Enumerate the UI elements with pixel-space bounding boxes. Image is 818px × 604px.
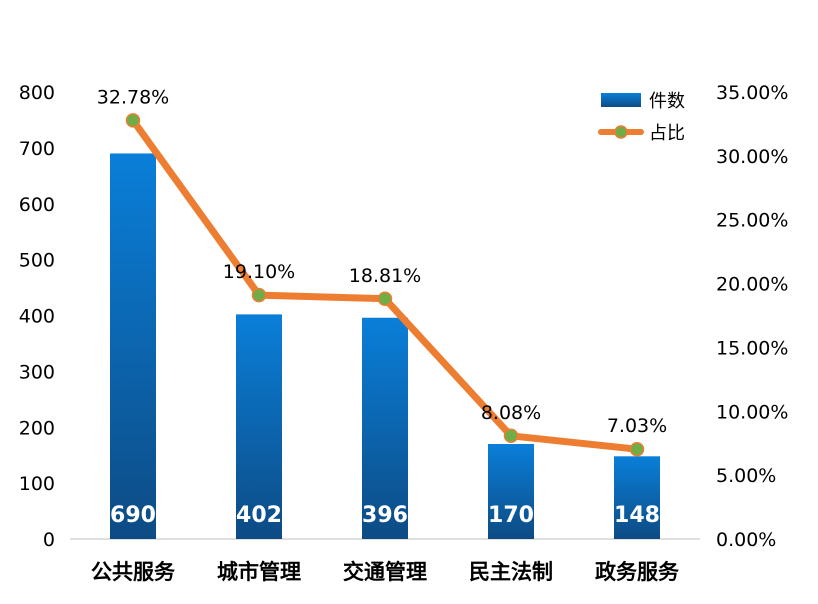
left-tick-label: 700 xyxy=(19,138,55,160)
point-labels: 32.78% 19.10% 18.81% 8.08% 7.03% xyxy=(97,86,667,437)
right-axis: 0.00% 5.00% 10.00% 15.00% 20.00% 25.00% 30.00%… xyxy=(716,82,788,551)
right-tick-label: 35.00% xyxy=(716,82,788,104)
category-label: 交通管理 xyxy=(343,560,427,584)
line-point xyxy=(629,441,645,457)
bar xyxy=(236,314,282,539)
bar-value-label: 396 xyxy=(362,503,408,528)
bar-value-label: 148 xyxy=(614,503,660,528)
bar xyxy=(110,153,156,539)
right-tick-label: 20.00% xyxy=(716,274,788,296)
point-value-label: 7.03% xyxy=(607,415,667,437)
bar-series xyxy=(110,153,660,539)
line-point xyxy=(251,287,267,303)
point-value-label: 19.10% xyxy=(223,261,295,283)
line-point xyxy=(503,428,519,444)
left-tick-label: 200 xyxy=(19,417,55,439)
right-tick-label: 5.00% xyxy=(716,465,776,487)
line-series xyxy=(125,113,645,457)
line-point xyxy=(377,291,393,307)
left-tick-label: 300 xyxy=(19,361,55,383)
category-label: 城市管理 xyxy=(217,560,301,584)
legend-line-label: 占比 xyxy=(649,123,685,144)
bar-value-label: 690 xyxy=(110,503,156,528)
right-tick-label: 10.00% xyxy=(716,401,788,423)
left-tick-label: 0 xyxy=(43,529,55,551)
right-tick-label: 15.00% xyxy=(716,337,788,359)
left-tick-label: 100 xyxy=(19,473,55,495)
right-tick-label: 25.00% xyxy=(716,210,788,232)
category-labels: 公共服务 城市管理 交通管理 民主法制 政务服务 xyxy=(91,560,680,584)
bar xyxy=(488,444,534,539)
legend-line-marker xyxy=(614,125,628,139)
bar-value-label: 402 xyxy=(236,503,282,528)
left-tick-label: 400 xyxy=(19,306,55,328)
category-label: 政务服务 xyxy=(595,560,680,584)
category-label: 民主法制 xyxy=(469,560,553,584)
bar xyxy=(614,456,660,539)
line-point xyxy=(125,113,141,128)
point-value-label: 18.81% xyxy=(349,265,421,287)
point-value-label: 32.78% xyxy=(97,86,169,108)
left-axis: 0 100 200 300 400 500 600 700 800 xyxy=(19,82,55,551)
left-tick-label: 800 xyxy=(19,82,55,104)
right-tick-label: 0.00% xyxy=(716,529,776,551)
legend: 件数 占比 xyxy=(598,91,685,144)
right-tick-label: 30.00% xyxy=(716,146,788,168)
legend-bar-label: 件数 xyxy=(649,91,685,112)
legend-bar-swatch xyxy=(601,93,641,107)
bar-value-label: 170 xyxy=(488,503,534,528)
point-value-label: 8.08% xyxy=(481,402,541,424)
bar-labels: 690 402 396 170 148 xyxy=(110,503,660,528)
category-label: 公共服务 xyxy=(91,560,176,584)
left-tick-label: 500 xyxy=(19,250,55,272)
bar xyxy=(362,317,408,539)
left-tick-label: 600 xyxy=(19,194,55,216)
